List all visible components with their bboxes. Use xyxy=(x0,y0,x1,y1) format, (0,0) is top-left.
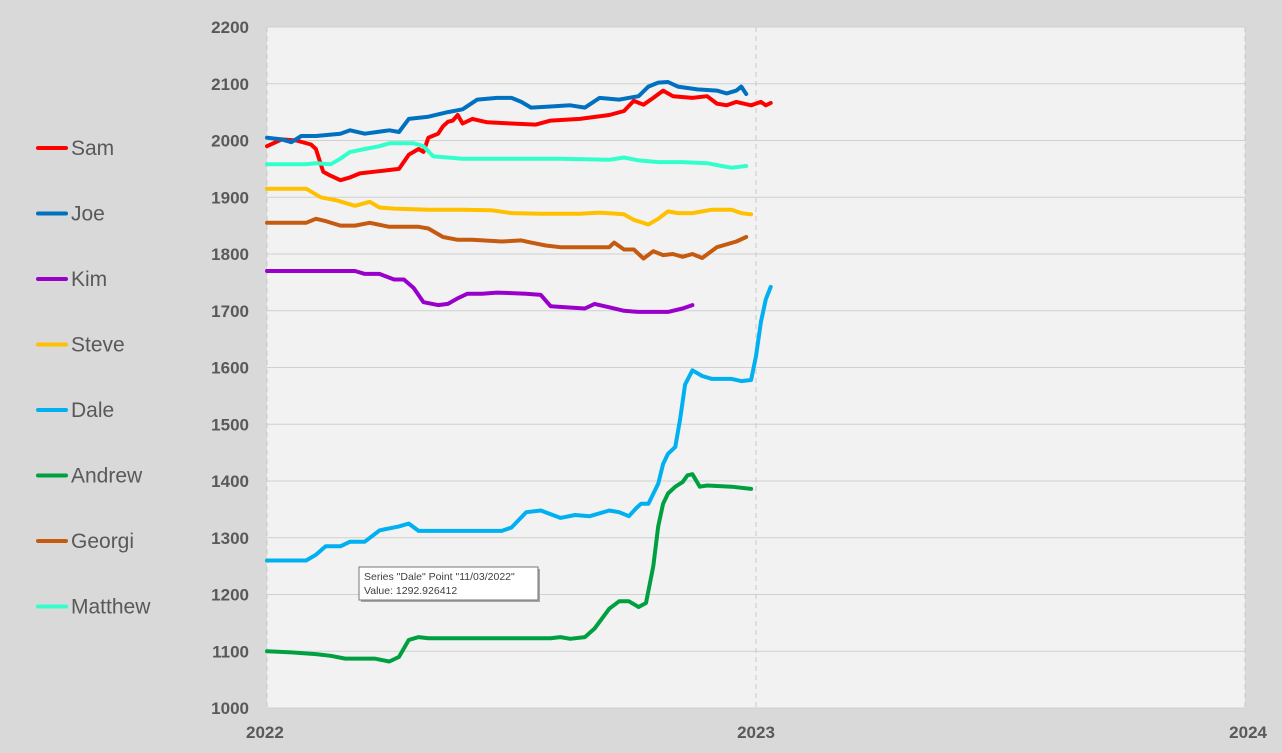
x-tick-label: 2024 xyxy=(1229,723,1267,742)
data-point-tooltip: Series "Dale" Point "11/03/2022" Value: … xyxy=(358,566,540,602)
series-line-andrew[interactable] xyxy=(265,472,754,664)
legend-label-sam: Sam xyxy=(71,137,114,160)
gridlines xyxy=(266,26,1246,709)
legend-label-kim: Kim xyxy=(71,268,107,291)
legend-label-georgi: Georgi xyxy=(71,530,134,553)
y-tick-label: 1200 xyxy=(211,586,249,605)
tooltip-series-point: Series "Dale" Point "11/03/2022" xyxy=(364,571,515,583)
series-line-joe[interactable] xyxy=(265,80,749,145)
x-tick-label: 2022 xyxy=(246,723,284,742)
series-line-steve[interactable] xyxy=(265,186,754,227)
series-line-dale[interactable] xyxy=(265,284,773,563)
legend-label-dale: Dale xyxy=(71,399,114,422)
y-tick-label: 1500 xyxy=(211,415,249,434)
legend: Sam Joe Kim Steve Dale Andrew Georgi Matthew xyxy=(36,137,151,619)
legend-label-matthew: Matthew xyxy=(71,596,151,619)
y-tick-label: 2100 xyxy=(211,75,249,94)
legend-label-steve: Steve xyxy=(71,334,125,357)
y-tick-label: 1000 xyxy=(211,699,249,718)
y-tick-label: 1400 xyxy=(211,472,249,491)
legend-label-joe: Joe xyxy=(71,203,105,226)
y-tick-label: 1600 xyxy=(211,359,249,378)
y-tick-label: 2000 xyxy=(211,132,249,151)
series-lines xyxy=(265,80,773,664)
y-tick-label: 1300 xyxy=(211,529,249,548)
series-line-kim[interactable] xyxy=(265,269,695,314)
series-line-georgi[interactable] xyxy=(265,216,749,261)
series-line-matthew[interactable] xyxy=(265,141,749,170)
y-tick-label: 2200 xyxy=(211,18,249,37)
y-tick-label: 1900 xyxy=(211,188,249,207)
legend-label-andrew: Andrew xyxy=(71,465,143,488)
x-axis-tick-labels: 2022 2023 2024 xyxy=(246,723,1268,742)
y-axis-tick-labels: 1000 1100 1200 1300 1400 1500 1600 1700 1800 1900… xyxy=(211,18,249,718)
y-tick-label: 1800 xyxy=(211,245,249,264)
tooltip-value: Value: 1292.926412 xyxy=(364,585,457,597)
tooltip-box xyxy=(358,566,539,601)
y-tick-label: 1700 xyxy=(211,302,249,321)
series-line-sam[interactable] xyxy=(265,88,773,183)
y-tick-label: 1100 xyxy=(212,642,249,661)
x-tick-label: 2023 xyxy=(737,723,775,742)
